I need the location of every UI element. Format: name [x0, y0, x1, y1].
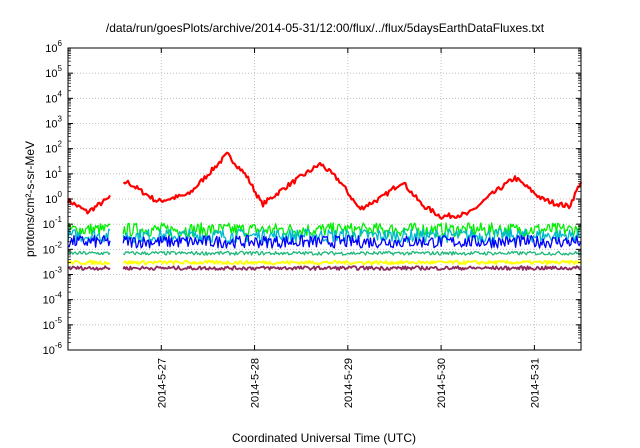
- y-tick-label: 100: [45, 190, 62, 206]
- series-line-1: [122, 222, 582, 238]
- y-tick-label: 106: [45, 39, 62, 55]
- y-tick-label: 10-1: [43, 215, 63, 231]
- x-axis-label: Coordinated Universal Time (UTC): [232, 431, 416, 445]
- series-line-4: [122, 250, 581, 256]
- x-tick-label: 2014-5-27: [156, 358, 168, 408]
- series-line-6: [122, 265, 582, 271]
- y-tick-label: 10-2: [43, 240, 63, 256]
- chart-title: /data/run/goesPlots/archive/2014-05-31/1…: [106, 21, 545, 35]
- series-line-3: [122, 234, 582, 249]
- y-tick-label: 10-3: [43, 266, 63, 282]
- plot-frame: [67, 47, 582, 351]
- series-line-3: [67, 234, 111, 248]
- series-line-red: [122, 151, 583, 220]
- y-tick-label: 105: [45, 64, 62, 80]
- x-axis: 2014-5-27 2014-5-28 2014-5-29 2014-5-30 2014…: [156, 48, 541, 408]
- y-tick-label: 10-4: [43, 291, 63, 307]
- grid: [68, 48, 581, 350]
- series-line-1: [67, 222, 111, 237]
- y-axis: 10-6 10-5 10-4 10-3 10-2 10-1 100 101 102 103 104 1…: [43, 39, 581, 357]
- series-line-5: [122, 259, 582, 266]
- y-tick-label: 104: [45, 89, 62, 105]
- series-line-red: [66, 194, 111, 215]
- series-line-5: [67, 259, 111, 266]
- y-tick-label: 103: [45, 115, 62, 131]
- y-tick-label: 101: [45, 165, 62, 181]
- y-tick-label: 102: [45, 140, 62, 156]
- y-axis-label: protons/cm²-s-sr-MeV: [23, 141, 37, 257]
- y-tick-label: 10-5: [43, 316, 63, 332]
- y-tick-label: 10-6: [43, 341, 63, 357]
- x-tick-label: 2014-5-31: [529, 358, 541, 408]
- series-group: [66, 151, 583, 271]
- x-tick-label: 2014-5-30: [436, 358, 448, 408]
- x-tick-label: 2014-5-29: [343, 358, 355, 408]
- series-line-4: [67, 250, 111, 256]
- x-tick-label: 2014-5-28: [250, 358, 262, 408]
- series-line-6: [67, 265, 111, 271]
